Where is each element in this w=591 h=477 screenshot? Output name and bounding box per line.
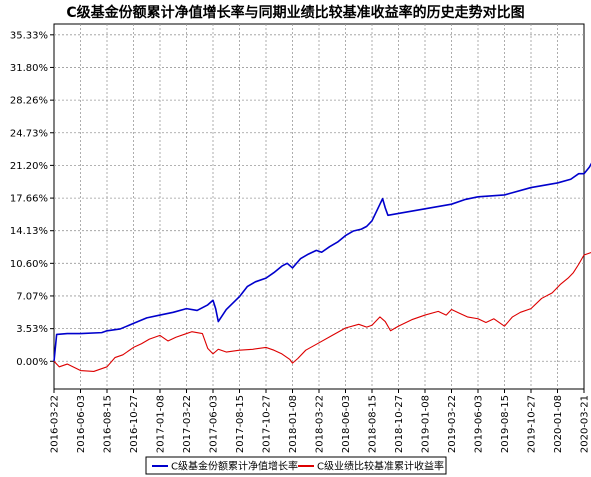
- x-tick-label: 2016-10-27: [129, 395, 140, 453]
- y-tick-label: 7.07%: [16, 291, 48, 302]
- plot-area: [53, 23, 585, 390]
- y-tick-label: 28.26%: [10, 96, 48, 107]
- x-tick-label: 2017-06-03: [209, 395, 220, 453]
- x-tick-label: 2018-08-15: [368, 395, 379, 453]
- x-tick-label: 2017-10-27: [262, 395, 273, 453]
- x-tick-label: 2018-01-08: [288, 395, 299, 453]
- x-tick-label: 2018-03-22: [315, 395, 326, 453]
- x-tick-label: 2019-08-15: [500, 395, 511, 453]
- x-tick-label: 2016-06-03: [76, 395, 87, 453]
- x-tick-label: 2018-10-27: [394, 395, 405, 453]
- y-tick-label: 21.20%: [10, 161, 48, 172]
- y-tick-label: 31.80%: [10, 63, 48, 74]
- y-tick-label: 10.60%: [10, 259, 48, 270]
- chart-title: C级基金份额累计净值增长率与同期业绩比较基准收益率的历史走势对比图: [66, 5, 525, 21]
- x-tick-label: 2020-01-08: [553, 395, 564, 453]
- x-tick-label: 2019-01-08: [421, 395, 432, 453]
- x-tick-label: 2020-03-21: [580, 395, 591, 453]
- x-tick-label: 2017-08-15: [235, 395, 246, 453]
- x-tick-label: 2016-03-22: [50, 395, 61, 453]
- y-tick-label: 3.53%: [16, 324, 48, 335]
- x-tick-label: 2016-08-15: [103, 395, 114, 453]
- x-tick-label: 2017-01-08: [156, 395, 167, 453]
- y-tick-label: 24.73%: [10, 128, 48, 139]
- x-tick-label: 2019-03-22: [447, 395, 458, 453]
- x-tick-label: 2017-03-22: [182, 395, 193, 453]
- y-tick-label: 17.66%: [10, 194, 48, 205]
- series-line-fund: [53, 162, 591, 362]
- legend-label: C级基金份额累计净值增长率: [171, 460, 298, 473]
- y-tick-label: 0.00%: [16, 357, 48, 368]
- series-line-benchmark: [53, 251, 591, 372]
- x-tick-label: 2019-10-27: [527, 395, 538, 453]
- y-tick-label: 14.13%: [10, 226, 48, 237]
- legend-label: C级业绩比较基准累计收益率: [317, 460, 444, 473]
- x-tick-label: 2018-06-03: [341, 395, 352, 453]
- y-tick-label: 35.33%: [10, 30, 48, 41]
- legend-box: [145, 456, 447, 475]
- x-tick-label: 2019-06-03: [474, 395, 485, 453]
